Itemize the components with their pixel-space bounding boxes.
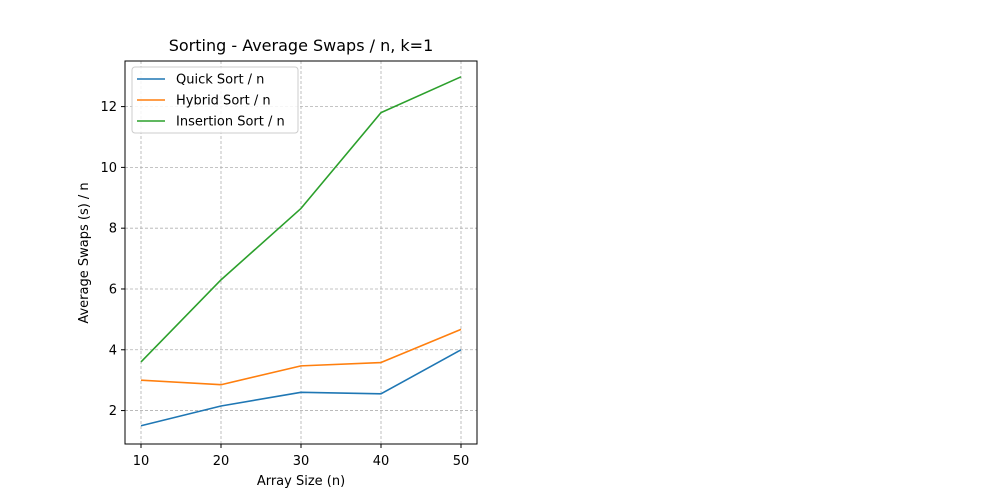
grid-lines [125, 61, 477, 444]
x-tick-label: 50 [453, 454, 470, 469]
legend-entry: Quick Sort / n [176, 73, 264, 88]
series-lines [140, 76, 462, 427]
y-axis-ticks: 2 4 6 8 10 12 [100, 100, 125, 419]
x-axis-ticks: 10 20 30 40 50 [133, 444, 470, 469]
y-tick-label: 10 [100, 161, 117, 176]
legend-entry: Insertion Sort / n [176, 115, 285, 130]
x-axis-label: Array Size (n) [257, 474, 345, 489]
legend-box [131, 66, 299, 134]
y-axis-label: Average Swaps (s) / n [77, 182, 92, 323]
y-tick-label: 8 [109, 222, 117, 237]
x-tick-label: 20 [213, 454, 230, 469]
legend-entry: Hybrid Sort / n [176, 94, 271, 109]
series-line-3 [140, 76, 462, 363]
x-tick-label: 40 [373, 454, 390, 469]
legend: Quick Sort / n Hybrid Sort / n Insertion S… [131, 66, 299, 134]
series-line-1 [140, 349, 462, 427]
x-tick-label: 30 [293, 454, 310, 469]
y-tick-label: 6 [109, 282, 117, 297]
y-tick-label: 2 [109, 404, 117, 419]
y-tick-label: 12 [100, 100, 117, 115]
series-line-2 [140, 328, 462, 386]
chart-title: Sorting - Average Swaps / n, k=1 [169, 36, 434, 55]
x-tick-label: 10 [133, 454, 150, 469]
y-tick-label: 4 [109, 343, 117, 358]
